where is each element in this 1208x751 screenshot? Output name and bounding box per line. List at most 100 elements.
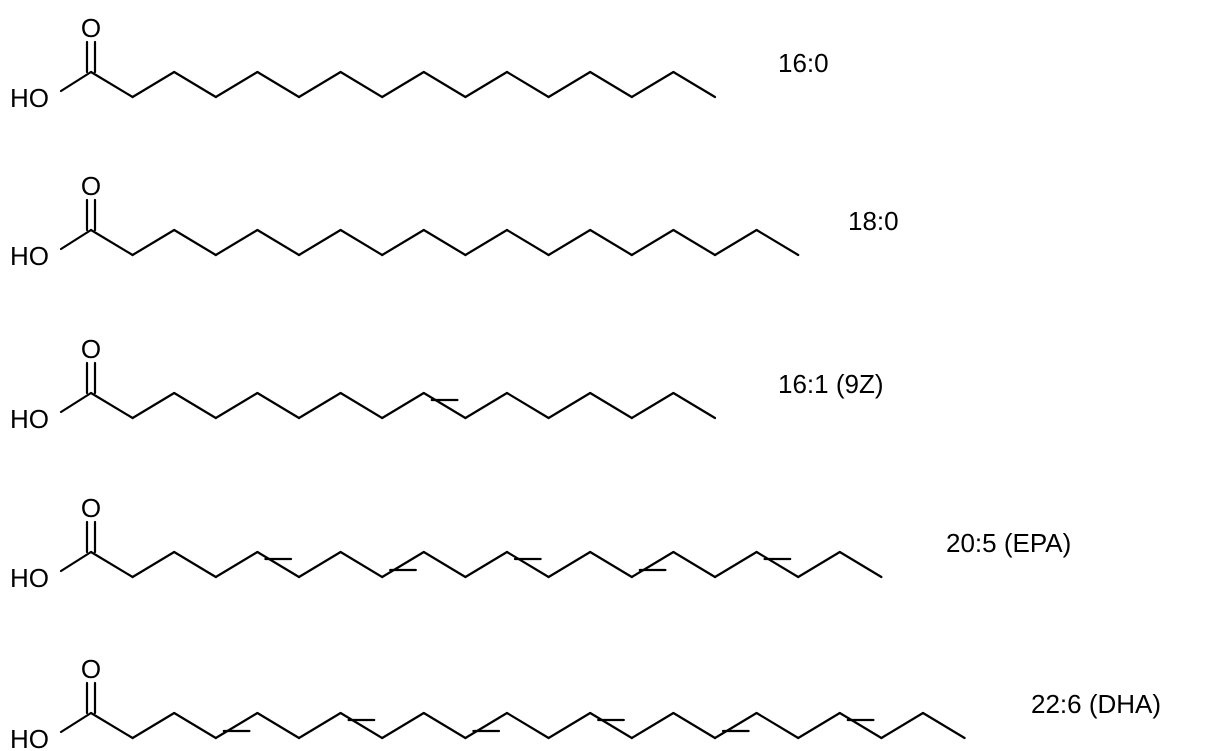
carbon-bond <box>547 228 592 257</box>
hydroxyl-bond <box>59 70 93 93</box>
carbon-bond <box>381 391 425 420</box>
carbon-bond <box>505 391 550 420</box>
molecule-18-0: O HO 18:0 <box>10 171 899 271</box>
carbon-bond <box>422 391 467 420</box>
carbon-bond <box>173 228 217 257</box>
carbon-bond <box>713 711 758 740</box>
hydroxyl-atom-label: HO <box>10 404 49 434</box>
carbon-bond <box>630 391 675 420</box>
fatty-acid-label: 18:0 <box>848 206 899 236</box>
carbon-bond <box>422 228 467 257</box>
carbon-bond <box>672 550 717 579</box>
carbon-bond <box>755 711 800 740</box>
hydroxyl-bond <box>59 550 93 573</box>
carbon-bond <box>464 550 509 579</box>
carbon-bond <box>89 711 134 740</box>
hydroxyl-bond <box>59 711 93 734</box>
carbon-bond <box>131 550 176 579</box>
carbon-bond <box>173 550 217 579</box>
carbon-bond <box>713 228 758 257</box>
carbon-bond <box>672 228 717 257</box>
fatty-acid-label: 22:6 (DHA) <box>1031 689 1161 719</box>
carbon-bond <box>630 711 675 740</box>
carbon-bond <box>505 550 550 579</box>
carbon-bond <box>464 228 509 257</box>
carbon-bond <box>131 70 176 99</box>
carbon-bond <box>339 550 384 579</box>
carbon-bond <box>589 711 633 740</box>
hydroxyl-bond <box>59 228 93 251</box>
carbon-bond <box>89 228 134 257</box>
carbon-bond <box>89 550 134 579</box>
hydroxyl-atom-label: HO <box>10 241 49 271</box>
carbon-bond <box>921 711 966 740</box>
hydroxyl-bond <box>59 391 93 414</box>
carbon-bond <box>672 391 717 420</box>
carbon-bond <box>256 550 301 579</box>
carbon-bond <box>797 550 841 579</box>
hydroxyl-atom-label: HO <box>10 83 49 113</box>
oxygen-atom-label: O <box>81 334 101 364</box>
carbon-bond <box>131 711 176 740</box>
oxygen-atom-label: O <box>81 171 101 201</box>
carbon-bond <box>339 228 384 257</box>
carbon-bond <box>89 70 134 99</box>
oxygen-atom-label: O <box>81 493 101 523</box>
carbon-bond <box>630 70 675 99</box>
carbon-bond <box>339 70 384 99</box>
carbon-bond <box>256 711 301 740</box>
carbon-bond <box>838 550 883 579</box>
carbon-bond <box>838 711 883 740</box>
carbon-bond <box>797 711 841 740</box>
carbon-bond <box>547 70 592 99</box>
fatty-acid-label: 16:1 (9Z) <box>778 369 884 399</box>
carbon-bond <box>214 550 259 579</box>
carbon-bond <box>173 391 217 420</box>
carbon-bond <box>381 228 425 257</box>
carbon-bond <box>131 228 176 257</box>
carbon-bond <box>505 70 550 99</box>
carbon-bond <box>589 391 633 420</box>
molecule-16-0: O HO 16:0 <box>10 13 829 113</box>
carbon-bond <box>505 711 550 740</box>
oxygen-atom-label: O <box>81 654 101 684</box>
carbon-bond <box>422 711 467 740</box>
carbon-bond <box>256 70 301 99</box>
carbon-bond <box>297 711 342 740</box>
carbon-bond <box>880 711 925 740</box>
carbon-bond <box>256 391 301 420</box>
carbon-bond <box>589 550 633 579</box>
carbon-bond <box>339 391 384 420</box>
carbon-bond <box>381 550 425 579</box>
molecule-22-6-dha: O HO 22:6 (DHA) <box>10 654 1161 751</box>
carbon-bond <box>297 550 342 579</box>
carbon-bond <box>713 550 758 579</box>
carbon-bond <box>214 70 259 99</box>
carbon-bond <box>422 70 467 99</box>
carbon-bond <box>464 70 509 99</box>
carbon-bond <box>214 391 259 420</box>
carbon-bond <box>173 711 217 740</box>
carbon-bond <box>339 711 384 740</box>
carbon-bond <box>547 711 592 740</box>
carbon-bond <box>297 391 342 420</box>
carbon-bond <box>464 711 509 740</box>
carbon-bond <box>214 228 259 257</box>
carbon-bond <box>547 550 592 579</box>
carbon-bond <box>214 711 259 740</box>
carbon-bond <box>89 391 134 420</box>
carbon-bond <box>505 228 550 257</box>
fatty-acid-label: 20:5 (EPA) <box>946 528 1071 558</box>
oxygen-atom-label: O <box>81 13 101 43</box>
carbon-bond <box>630 228 675 257</box>
carbon-bond <box>381 70 425 99</box>
carbon-bond <box>173 70 217 99</box>
molecule-20-5-epa: O HO 20:5 (EPA) <box>10 493 1071 593</box>
carbon-bond <box>589 228 633 257</box>
carbon-bond <box>547 391 592 420</box>
carbon-bond <box>589 70 633 99</box>
hydroxyl-atom-label: HO <box>10 724 49 751</box>
fatty-acid-label: 16:0 <box>778 48 829 78</box>
carbon-bond <box>381 711 425 740</box>
